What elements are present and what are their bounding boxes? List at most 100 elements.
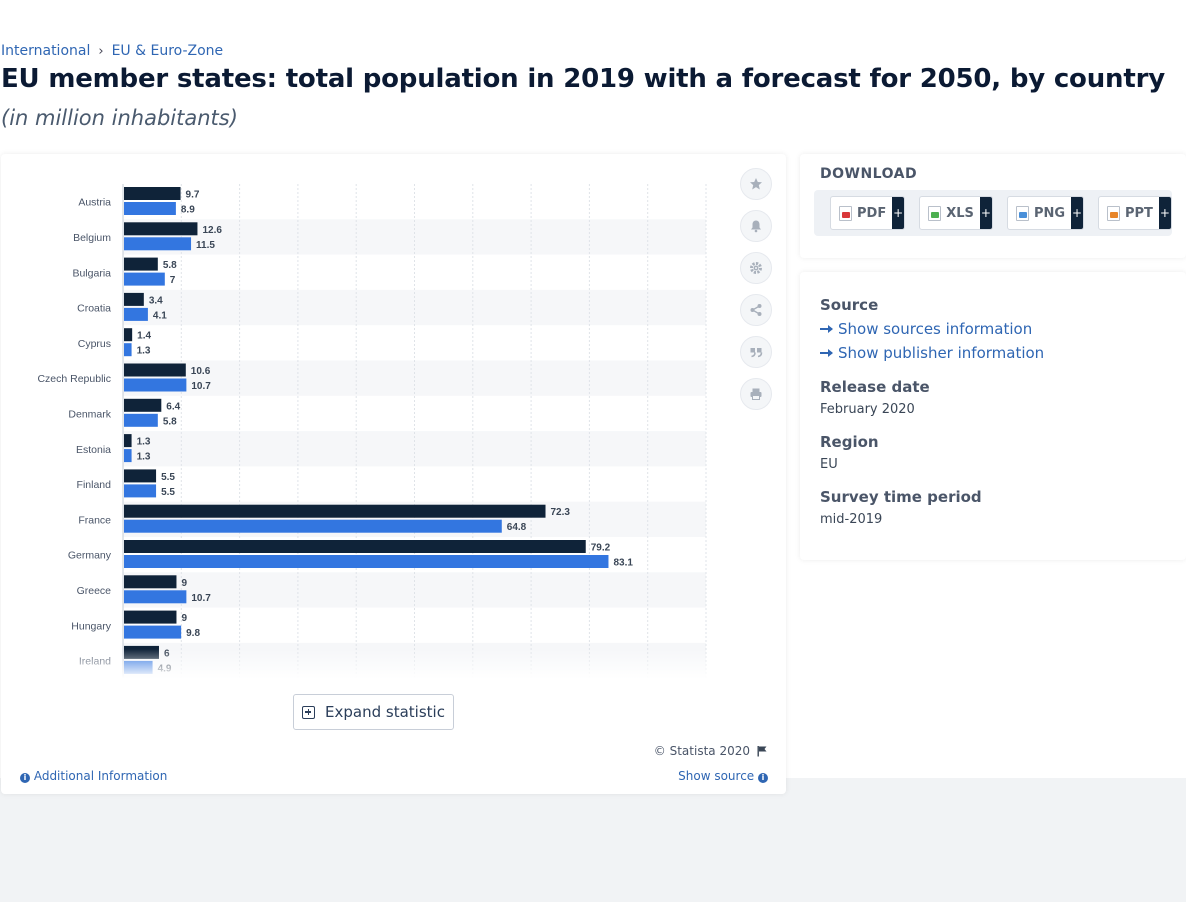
additional-information-link[interactable]: i Additional Information [20, 769, 167, 783]
category-label: Denmark [68, 408, 111, 420]
data-label: 6.4 [166, 401, 180, 412]
ppt-file-icon [1106, 205, 1120, 221]
category-label: Austria [78, 197, 111, 209]
chart-fade-overlay [1, 649, 741, 679]
statistic-info-card: Source Show sources information Show pub… [800, 272, 1186, 560]
download-png-button[interactable]: PNG + [1006, 196, 1084, 230]
additional-information-label: Additional Information [33, 769, 168, 783]
bar [124, 449, 132, 463]
gear-icon[interactable] [740, 252, 772, 284]
survey-period-heading: Survey time period [820, 488, 982, 506]
data-label: 11.5 [196, 240, 215, 251]
download-xls-label-wrap: XLS [920, 197, 980, 229]
data-label: 64.8 [507, 522, 527, 533]
data-label: 10.6 [191, 366, 211, 377]
expand-statistic-button[interactable]: Expand statistic [293, 694, 454, 730]
bar [124, 610, 177, 624]
bar [124, 328, 133, 342]
info-icon: i [758, 773, 768, 783]
category-label: Croatia [77, 303, 111, 315]
breadcrumb-separator: › [98, 43, 104, 59]
share-icon[interactable] [740, 294, 772, 326]
print-icon[interactable] [740, 378, 772, 410]
category-label: Finland [77, 479, 112, 491]
download-png-label-wrap: PNG [1008, 197, 1071, 229]
chart-card: Austria 9.7 8.9 Belgium 12.6 11.5 Bulgaria 5.8 7… [1, 154, 786, 794]
download-ppt-button[interactable]: PPT + [1097, 196, 1172, 230]
flag-icon[interactable] [756, 745, 768, 757]
data-label: 9.8 [186, 628, 200, 639]
region-value: EU [820, 457, 838, 472]
download-card: DOWNLOAD PDF + XLS + PNG + [800, 154, 1186, 258]
download-ppt-label-wrap: PPT [1099, 197, 1159, 229]
copyright-notice: © Statista 2020 [654, 744, 768, 758]
show-sources-link[interactable]: Show sources information [820, 320, 1032, 338]
data-label: 9 [181, 578, 187, 589]
data-label: 1.4 [137, 331, 151, 342]
bar [124, 272, 165, 286]
download-pdf-button[interactable]: PDF + [830, 196, 906, 230]
bar [124, 504, 546, 518]
bar [124, 237, 192, 251]
data-label: 9 [181, 613, 187, 624]
bar [124, 257, 158, 271]
data-label: 1.3 [137, 437, 151, 448]
release-date-value: February 2020 [820, 402, 915, 417]
bar [124, 519, 502, 533]
category-label: Greece [77, 585, 112, 597]
category-label: Estonia [76, 444, 111, 456]
breadcrumb-link-eu[interactable]: EU & Euro-Zone [111, 43, 224, 59]
category-label: Czech Republic [37, 373, 111, 385]
data-label: 7 [170, 275, 176, 286]
data-label: 5.8 [163, 260, 177, 271]
quote-icon[interactable] [740, 336, 772, 368]
bar [124, 575, 177, 589]
bar [124, 378, 187, 392]
download-png-label: PNG [1033, 205, 1066, 221]
copyright-text: © Statista 2020 [653, 744, 750, 758]
download-ppt-label: PPT [1124, 205, 1153, 221]
show-sources-label: Show sources information [838, 320, 1033, 338]
plus-icon: + [1071, 197, 1083, 229]
data-label: 5.5 [161, 487, 175, 498]
show-source-label: Show source [678, 769, 755, 783]
bar [124, 484, 157, 498]
row-band [123, 289, 706, 326]
data-label: 72.3 [551, 507, 571, 518]
arrow-right-icon [820, 325, 833, 333]
show-publisher-label: Show publisher information [838, 344, 1045, 362]
bell-icon[interactable] [740, 210, 772, 242]
xls-file-icon [928, 205, 942, 221]
bar [124, 590, 187, 604]
category-label: Germany [68, 550, 112, 562]
data-label: 4.1 [153, 310, 167, 321]
data-label: 1.3 [137, 346, 151, 357]
category-label: France [78, 514, 111, 526]
data-label: 10.7 [191, 593, 211, 604]
bar [124, 202, 176, 215]
data-label: 79.2 [591, 543, 611, 554]
bar [124, 292, 144, 306]
download-xls-button[interactable]: XLS + [919, 196, 993, 230]
bar [124, 413, 158, 427]
plus-icon: + [979, 197, 992, 229]
show-source-link[interactable]: Show source i [678, 769, 768, 783]
download-pdf-label-wrap: PDF [831, 197, 892, 229]
plus-icon: + [1158, 197, 1171, 229]
download-pdf-label: PDF [857, 205, 887, 221]
expand-statistic-label: Expand statistic [325, 703, 445, 721]
show-publisher-link[interactable]: Show publisher information [820, 344, 1044, 362]
bar [124, 469, 157, 483]
download-xls-label: XLS [946, 205, 974, 221]
page-subtitle: (in million inhabitants) [1, 106, 238, 130]
data-label: 8.9 [181, 205, 195, 216]
bar [124, 540, 586, 553]
category-label: Hungary [71, 620, 111, 632]
data-label: 1.3 [137, 452, 151, 463]
breadcrumb-link-international[interactable]: International [1, 43, 91, 59]
release-date-heading: Release date [820, 378, 930, 396]
info-icon: i [20, 773, 30, 783]
download-title: DOWNLOAD [820, 166, 918, 182]
star-icon[interactable] [740, 168, 772, 200]
category-label: Bulgaria [72, 267, 111, 279]
